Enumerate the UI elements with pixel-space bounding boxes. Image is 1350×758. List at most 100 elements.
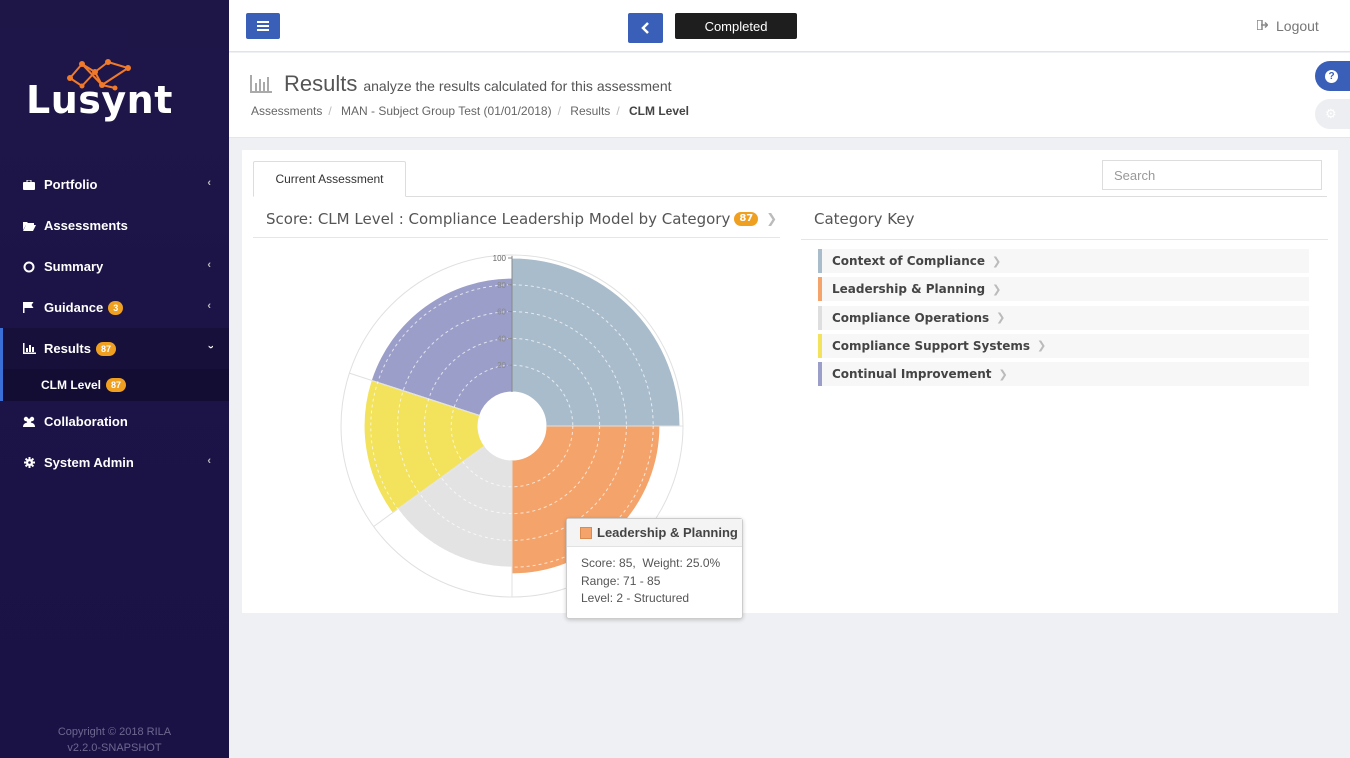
page-header: Results analyze the results calculated f…: [229, 53, 1350, 138]
tooltip-header: Leadership & Planning: [567, 519, 742, 547]
sidebar-item-results[interactable]: Results 87 ‹: [0, 328, 229, 369]
category-leadership-planning[interactable]: Leadership & Planning ❯: [818, 277, 1309, 302]
category-context-of-compliance[interactable]: Context of Compliance ❯: [818, 249, 1309, 273]
folder-open-icon: [22, 219, 36, 233]
hamburger-menu-button[interactable]: [246, 13, 280, 39]
category-compliance-operations[interactable]: Compliance Operations ❯: [818, 305, 1309, 330]
breadcrumb-assessment[interactable]: MAN - Subject Group Test (01/01/2018): [341, 104, 552, 118]
category-label: Continual Improvement: [832, 367, 992, 382]
category-compliance-support-systems[interactable]: Compliance Support Systems ❯: [818, 333, 1309, 358]
sidebar-nav: Portfolio ‹ Assessments Summary ‹ Guidan…: [0, 164, 229, 483]
sidebar-item-label: Results: [44, 341, 91, 356]
briefcase-icon: [22, 178, 36, 192]
sidebar-item-label: Portfolio: [44, 177, 98, 192]
logout-link[interactable]: Logout: [1256, 18, 1319, 34]
chart-tick-label: 100: [493, 254, 507, 263]
sign-out-icon: [1256, 18, 1269, 33]
assessment-status: Completed: [675, 13, 797, 39]
tooltip-body: Score: 85, Weight: 25.0% Range: 71 - 85 …: [567, 547, 742, 616]
settings-tab[interactable]: ⚙: [1315, 99, 1350, 129]
sidebar-item-label: System Admin: [44, 455, 134, 470]
category-label: Compliance Support Systems: [832, 338, 1031, 353]
page-title: Results analyze the results calculated f…: [250, 71, 672, 97]
sidebar-item-label: Summary: [44, 259, 104, 274]
chart-sector-line: [349, 372, 480, 416]
copyright-text: Copyright © 2018 RILA: [57, 726, 172, 738]
chevron-right-icon: ❯: [996, 311, 1006, 325]
sidebar-item-portfolio[interactable]: Portfolio ‹: [0, 164, 229, 205]
back-button[interactable]: [628, 13, 663, 43]
tooltip-swatch: [580, 526, 592, 539]
chart-gridline: [397, 311, 627, 541]
gear-icon: [22, 456, 36, 470]
bar-chart-icon: [22, 342, 36, 356]
hamburger-icon: [257, 21, 269, 31]
brand-name: Lusynt: [26, 78, 173, 122]
search-input[interactable]: [1102, 160, 1322, 190]
chart-gridline: [450, 364, 574, 488]
tooltip-title: Leadership & Planning: [597, 525, 738, 540]
help-tab[interactable]: ?: [1315, 61, 1350, 91]
tooltip-range: Range: 71 - 85: [581, 573, 661, 588]
clm-level-badge: 87: [106, 378, 127, 392]
divider: [801, 239, 1328, 240]
breadcrumb: Assessments / MAN - Subject Group Test (0…: [251, 104, 690, 118]
chart-tick-label: 60: [497, 308, 506, 317]
chart-tick-label: 20: [497, 361, 506, 370]
chevron-left-icon: ‹: [207, 177, 211, 189]
chart-gridline: [370, 284, 654, 568]
sidebar-subitem-clm-level[interactable]: CLM Level 87: [0, 369, 229, 401]
chevron-right-icon[interactable]: ❯: [766, 211, 778, 227]
sidebar-item-label: Assessments: [44, 218, 128, 233]
breadcrumb-results[interactable]: Results: [570, 104, 611, 118]
sidebar-subitem-label: CLM Level: [41, 378, 102, 392]
chart-tooltip: Leadership & Planning Score: 85, Weight:…: [566, 518, 743, 619]
top-bar: Completed Logout: [229, 0, 1350, 52]
sidebar-item-label: Collaboration: [44, 414, 128, 429]
chart-title: Score: CLM Level : Compliance Leadership…: [266, 210, 777, 228]
chart-sector-line: [373, 445, 485, 527]
logout-label: Logout: [1276, 18, 1319, 34]
chevron-right-icon: ❯: [992, 282, 1002, 296]
category-label: Context of Compliance: [832, 254, 986, 268]
category-label: Compliance Operations: [832, 310, 990, 325]
breadcrumb-current: CLM Level: [629, 104, 690, 118]
chevron-left-icon: ‹: [207, 259, 211, 271]
tab-current-assessment[interactable]: Current Assessment: [253, 161, 406, 197]
sidebar-item-summary[interactable]: Summary ‹: [0, 246, 229, 287]
gear-icon: ⚙: [1325, 106, 1337, 121]
category-continual-improvement[interactable]: Continual Improvement ❯: [818, 362, 1309, 387]
users-icon: [22, 415, 36, 429]
page-subtitle: analyze the results calculated for this …: [363, 78, 672, 94]
guidance-badge: 3: [108, 300, 124, 315]
tooltip-score: Score: 85, Weight: 25.0%: [581, 556, 721, 570]
chevron-left-icon: ‹: [207, 300, 211, 312]
breadcrumb-assessments[interactable]: Assessments: [251, 104, 323, 118]
score-badge: 87: [734, 212, 759, 226]
chart-center: [478, 392, 546, 460]
chevron-right-icon: ❯: [998, 367, 1008, 381]
chevron-left-icon: ‹: [207, 455, 211, 467]
tab-strip-rule: [253, 196, 1327, 197]
sidebar-item-guidance[interactable]: Guidance 3 ‹: [0, 287, 229, 328]
logo-network-icon: [67, 59, 131, 91]
chevron-right-icon: ❯: [992, 254, 1002, 268]
page-title-text: Results: [284, 71, 358, 96]
category-label: Leadership & Planning: [832, 282, 986, 297]
chart-title-text: Score: CLM Level : Compliance Leadership…: [266, 210, 731, 228]
tooltip-level: Level: 2 - Structured: [581, 591, 690, 605]
sidebar-item-system-admin[interactable]: System Admin ‹: [0, 442, 229, 483]
chevron-left-icon: [641, 22, 649, 34]
sidebar-item-assessments[interactable]: Assessments: [0, 205, 229, 246]
sidebar-item-collaboration[interactable]: Collaboration: [0, 401, 229, 442]
category-key-title: Category Key: [814, 210, 915, 228]
circle-o-icon: [22, 260, 36, 274]
polar-area-chart: 100 80 60 40 20: [340, 254, 684, 598]
category-key-list: Context of Compliance ❯ Leadership & Plan…: [818, 249, 1309, 390]
bar-chart-icon: [250, 75, 272, 93]
sidebar-item-label: Guidance: [44, 300, 104, 315]
sidebar: Lusynt Portfolio ‹ Assessments Summary ‹…: [0, 0, 229, 758]
chevron-down-icon: ‹: [205, 345, 218, 349]
chart-segment[interactable]: [511, 257, 681, 427]
version-text: v2.2.0-SNAPSHOT: [67, 742, 162, 754]
